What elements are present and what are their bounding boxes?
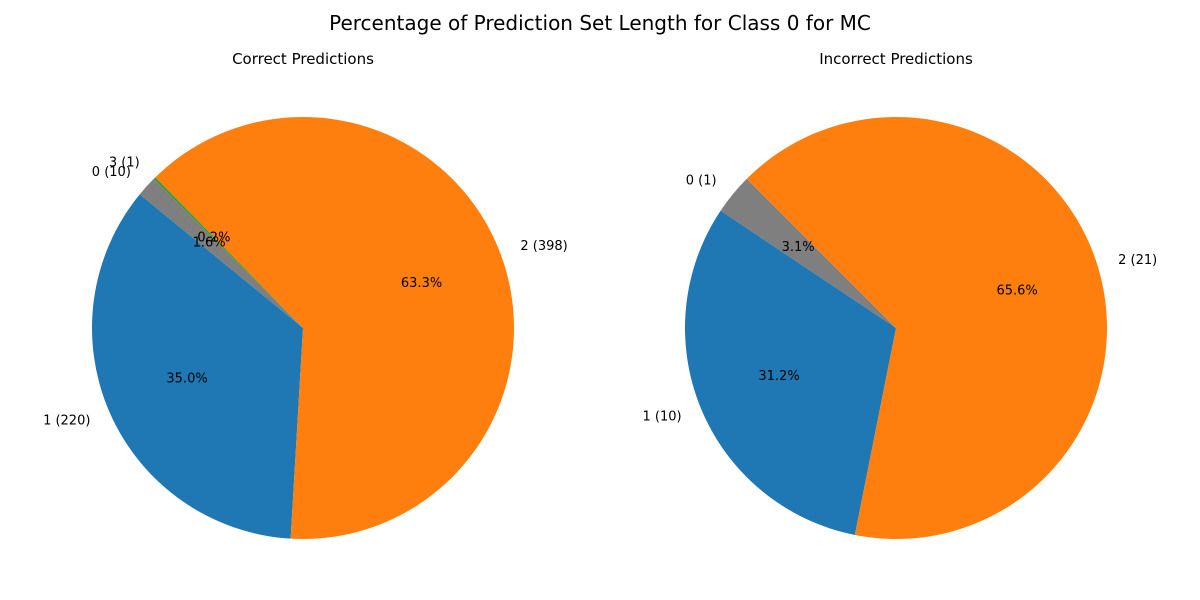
slice-percent-label: 0.2% xyxy=(197,231,230,246)
figure-title: Percentage of Prediction Set Length for … xyxy=(329,11,871,35)
slice-label: 0 (1) xyxy=(686,173,717,188)
slice-label: 1 (220) xyxy=(43,414,90,429)
pie-slice-1-10 xyxy=(685,210,896,535)
slice-percent-label: 63.3% xyxy=(401,276,442,291)
slice-percent-label: 65.6% xyxy=(996,284,1037,299)
slice-label: 1 (10) xyxy=(642,409,681,424)
pie-slice-2-398 xyxy=(155,117,514,540)
slice-label: 2 (398) xyxy=(520,239,567,254)
pie-slice-1-220 xyxy=(91,194,303,539)
slice-percent-label: 3.1% xyxy=(782,240,815,255)
pie-correct-predictions: Correct Predictions 0 (10) 1.6% 1 (220) 35.… xyxy=(43,50,568,540)
pie-title-correct: Correct Predictions xyxy=(232,50,374,68)
pie-slice-2-21 xyxy=(746,116,1107,539)
pie-slice-0-1 xyxy=(720,178,896,328)
slice-percent-label: 35.0% xyxy=(166,371,207,386)
slice-label: 3 (1) xyxy=(109,156,140,171)
slice-percent-label: 31.2% xyxy=(758,369,799,384)
slice-label: 2 (21) xyxy=(1118,253,1157,268)
pie-slice-0-10 xyxy=(139,178,303,328)
slice-label: 0 (10) xyxy=(92,165,131,180)
pie-title-incorrect: Incorrect Predictions xyxy=(819,50,973,68)
pie-slice-3-1 xyxy=(153,177,303,328)
pie-incorrect-predictions: Incorrect Predictions 0 (1) 3.1% 1 (10) 31.… xyxy=(642,50,1157,539)
slice-percent-label: 1.6% xyxy=(193,236,226,251)
